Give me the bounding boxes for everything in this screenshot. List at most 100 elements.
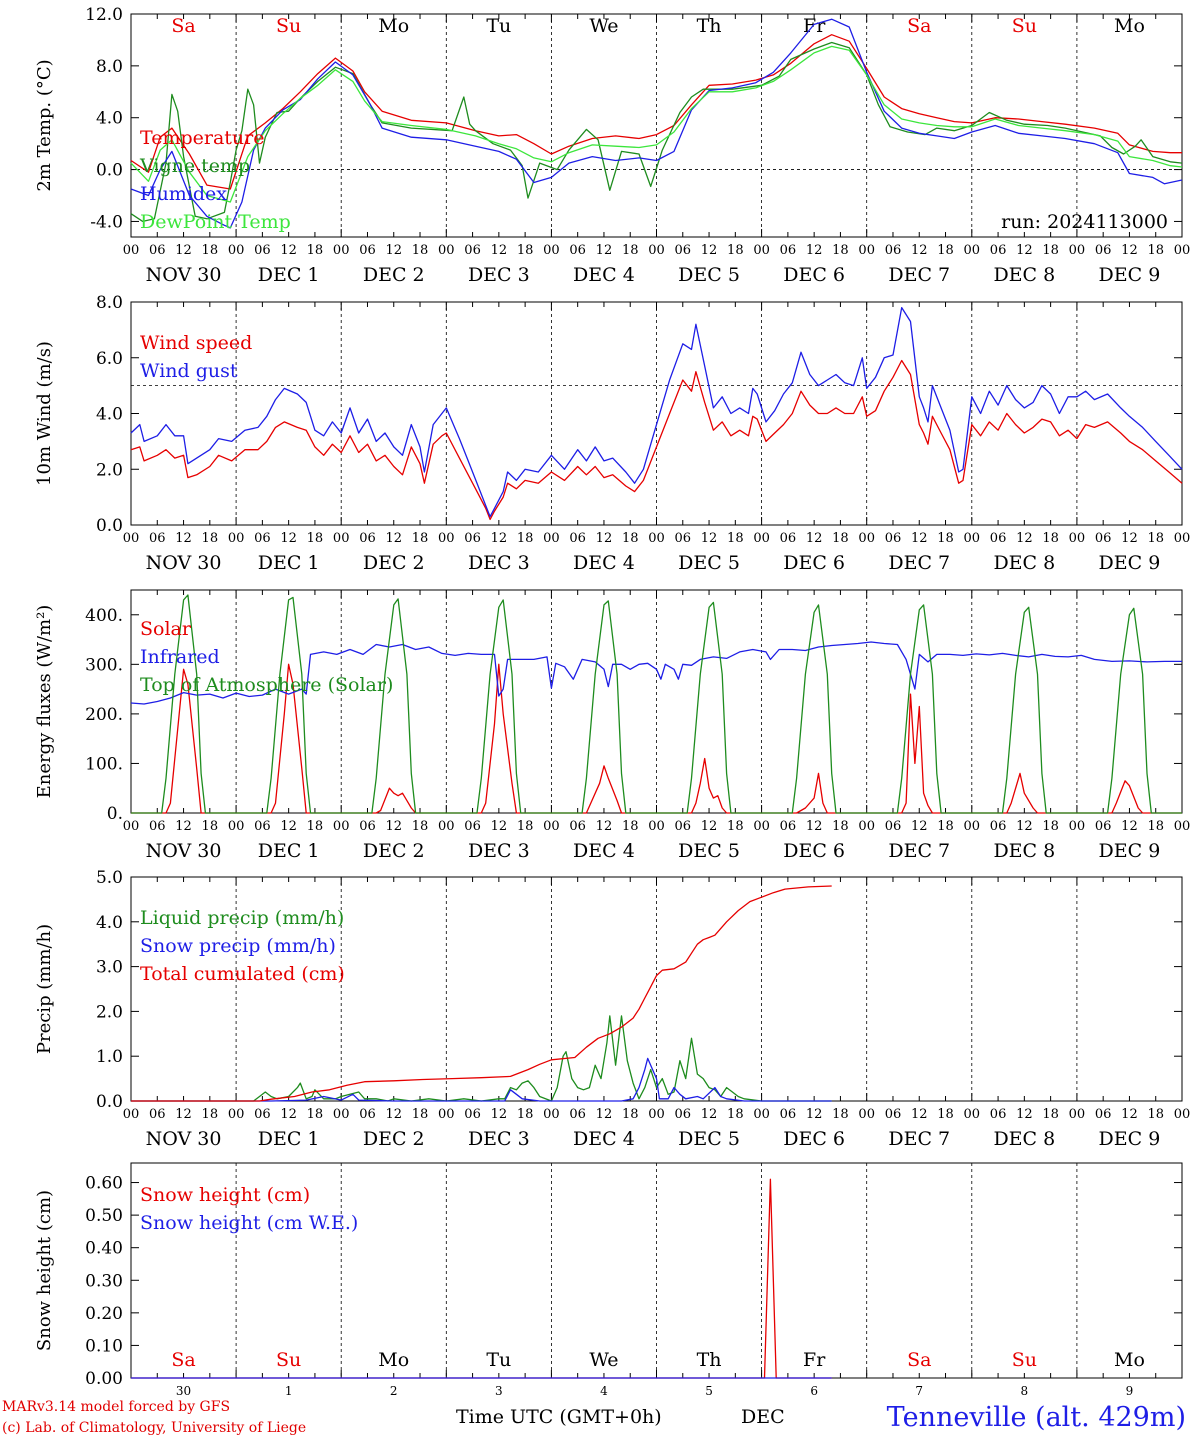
- legend-entry: Solar: [140, 618, 192, 640]
- hour-tick-label: 18: [727, 243, 744, 258]
- y-tick-label: 0.50: [85, 1206, 123, 1226]
- legend-entry: Top of Atmosphere (Solar): [140, 674, 393, 696]
- hour-tick-label: 00: [648, 819, 665, 834]
- hour-tick-label: 18: [622, 819, 639, 834]
- hour-tick-label: 06: [675, 243, 692, 258]
- hour-tick-label: 18: [202, 531, 219, 546]
- hour-tick-label: 00: [1174, 243, 1191, 258]
- weekday-label: Sa: [171, 15, 195, 37]
- hour-tick-label: 06: [1095, 1107, 1112, 1122]
- hour-tick-label: 00: [1069, 819, 1086, 834]
- hour-tick-label: 18: [622, 531, 639, 546]
- hour-tick-label: 00: [543, 1107, 560, 1122]
- hour-tick-label: 06: [464, 243, 481, 258]
- legend-entry: Snow height (cm): [140, 1184, 310, 1206]
- y-tick-label: 8.0: [96, 293, 123, 313]
- hour-tick-label: 06: [1095, 819, 1112, 834]
- hour-tick-label: 12: [385, 1107, 402, 1122]
- day-number-label: 3: [495, 1384, 503, 1398]
- weekday-label: Su: [276, 15, 301, 37]
- plot-frame: [130, 589, 1183, 814]
- hour-tick-label: 06: [359, 531, 376, 546]
- y-tick-label: 0.00: [85, 1369, 123, 1389]
- weekday-label: Su: [1012, 1349, 1037, 1371]
- hour-tick-label: 00: [753, 243, 770, 258]
- y-tick-label: 0.0: [96, 161, 123, 181]
- hour-tick-label: 18: [1042, 819, 1059, 834]
- hour-tick-label: 00: [1174, 1107, 1191, 1122]
- hour-tick-label: 12: [701, 1107, 718, 1122]
- date-label: DEC 7: [888, 840, 950, 862]
- day-number-label: 6: [810, 1384, 818, 1398]
- hour-tick-label: 06: [885, 1107, 902, 1122]
- hour-tick-label: 00: [333, 531, 350, 546]
- date-label: DEC 6: [783, 1128, 845, 1150]
- hour-tick-label: 12: [491, 1107, 508, 1122]
- hour-tick-label: 06: [1095, 531, 1112, 546]
- y-tick-label: 4.0: [96, 913, 123, 933]
- date-label: DEC 7: [888, 1128, 950, 1150]
- hour-tick-label: 18: [937, 243, 954, 258]
- hour-tick-label: 12: [280, 531, 297, 546]
- series-line-dewpoint-temp: [130, 45, 1183, 203]
- legend-entry: Humidex: [140, 183, 227, 205]
- hour-tick-label: 06: [675, 531, 692, 546]
- date-label: DEC 4: [573, 1128, 635, 1150]
- hour-tick-label: 12: [385, 531, 402, 546]
- y-tick-label: 0.0: [96, 516, 123, 536]
- date-label: DEC 9: [1099, 840, 1161, 862]
- date-label: DEC 8: [993, 840, 1055, 862]
- weekday-label: Fr: [803, 1349, 826, 1371]
- hour-tick-label: 00: [1174, 531, 1191, 546]
- legend-entry: Wind speed: [140, 332, 252, 354]
- hour-tick-label: 00: [123, 1107, 140, 1122]
- y-tick-label: 0.20: [85, 1304, 123, 1324]
- date-label: DEC 1: [258, 264, 320, 286]
- date-label: DEC 3: [468, 840, 530, 862]
- date-label: DEC 2: [363, 1128, 425, 1150]
- hour-tick-label: 06: [464, 531, 481, 546]
- plot-frame: [130, 301, 1183, 526]
- hour-tick-label: 00: [964, 531, 981, 546]
- hour-tick-label: 00: [648, 531, 665, 546]
- hour-tick-label: 06: [569, 243, 586, 258]
- hour-tick-label: 12: [806, 243, 823, 258]
- date-label: DEC 9: [1099, 1128, 1161, 1150]
- y-tick-label: 0.10: [85, 1336, 123, 1356]
- hour-tick-label: 06: [780, 531, 797, 546]
- hour-tick-label: 06: [780, 819, 797, 834]
- y-tick-label: 8.0: [96, 57, 123, 77]
- date-label: DEC 3: [468, 552, 530, 574]
- hour-tick-label: 00: [123, 531, 140, 546]
- hour-tick-label: 12: [596, 243, 613, 258]
- legend-entry: Temperature: [140, 127, 264, 149]
- hour-tick-label: 00: [753, 1107, 770, 1122]
- hour-tick-label: 06: [569, 819, 586, 834]
- hour-tick-label: 06: [780, 243, 797, 258]
- hour-tick-label: 12: [1016, 819, 1033, 834]
- hour-tick-label: 00: [753, 819, 770, 834]
- hour-tick-label: 06: [569, 1107, 586, 1122]
- y-tick-label: 2.0: [96, 460, 123, 480]
- hour-tick-label: 12: [1016, 243, 1033, 258]
- day-number-label: 2: [390, 1384, 398, 1398]
- hour-tick-label: 12: [175, 1107, 192, 1122]
- hour-tick-label: 18: [937, 819, 954, 834]
- legend-entry: DewPoint Temp: [140, 211, 291, 233]
- y-tick-label: 1.0: [96, 1047, 123, 1067]
- hour-tick-label: 00: [858, 1107, 875, 1122]
- series-line-vigne-temp: [130, 41, 1183, 223]
- hour-tick-label: 06: [359, 243, 376, 258]
- hour-tick-label: 12: [280, 819, 297, 834]
- hour-tick-label: 18: [517, 1107, 534, 1122]
- weekday-label: Th: [697, 15, 722, 37]
- hour-tick-label: 00: [123, 243, 140, 258]
- day-number-label: 4: [600, 1384, 608, 1398]
- hour-tick-label: 00: [753, 531, 770, 546]
- run-label: run: 2024113000: [1001, 211, 1168, 233]
- hour-tick-label: 18: [202, 1107, 219, 1122]
- hour-tick-label: 18: [1147, 531, 1164, 546]
- date-label: DEC 6: [783, 264, 845, 286]
- hour-tick-label: 06: [990, 1107, 1007, 1122]
- hour-tick-label: 12: [596, 819, 613, 834]
